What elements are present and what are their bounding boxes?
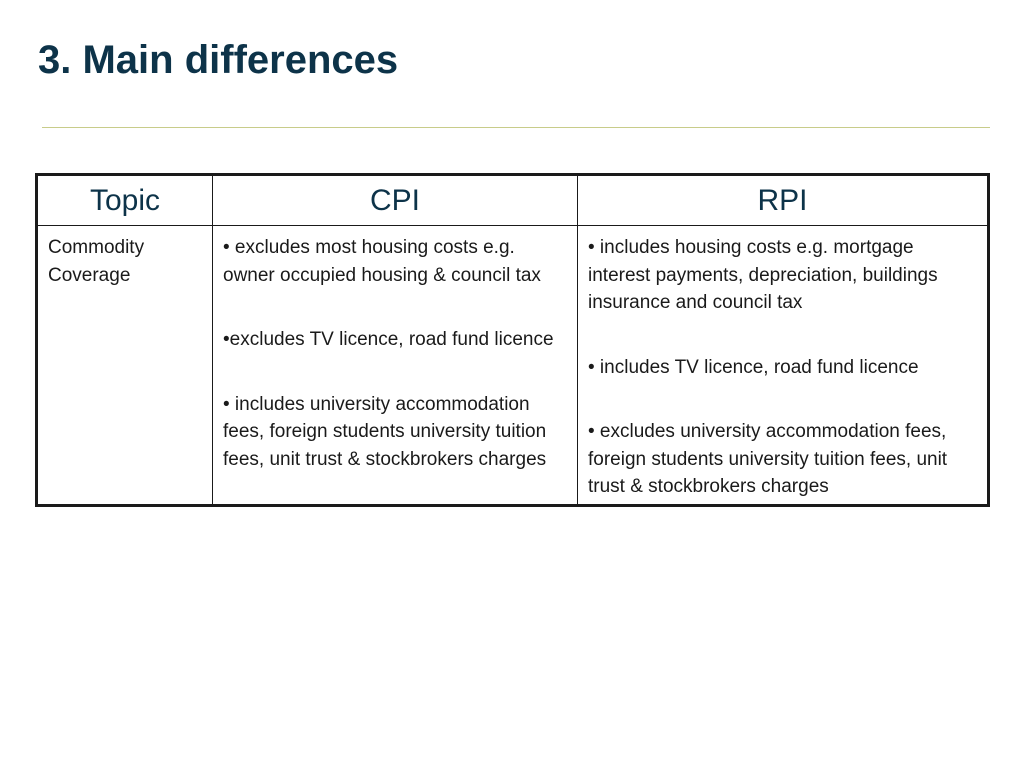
header-rpi: RPI	[577, 174, 989, 226]
cell-rpi: • includes housing costs e.g. mortgage i…	[577, 225, 989, 506]
title-divider	[42, 127, 990, 128]
cell-cpi: • excludes most housing costs e.g. owner…	[212, 225, 578, 506]
header-cpi: CPI	[212, 174, 578, 226]
slide-title: 3. Main differences	[38, 38, 399, 82]
comparison-table: Topic CPI RPI Commodity Coverage • exclu…	[35, 173, 990, 507]
rpi-bullet-university: • excludes university accommodation fees…	[588, 421, 948, 497]
table-header-row: Topic CPI RPI	[36, 174, 989, 226]
rpi-bullet-licence: • includes TV licence, road fund licence	[588, 356, 919, 378]
topic-label: Commodity Coverage	[48, 237, 145, 286]
table-row-commodity-coverage: Commodity Coverage • excludes most housi…	[36, 225, 989, 506]
rpi-bullet-housing: • includes housing costs e.g. mortgage i…	[588, 237, 938, 313]
header-topic: Topic	[36, 174, 213, 226]
cpi-bullet-licence: •excludes TV licence, road fund licence	[223, 329, 554, 350]
cpi-bullet-housing: • excludes most housing costs e.g. owner…	[223, 237, 541, 286]
cpi-bullet-university: • includes university accommodation fees…	[223, 393, 547, 470]
cell-topic: Commodity Coverage	[36, 225, 213, 506]
